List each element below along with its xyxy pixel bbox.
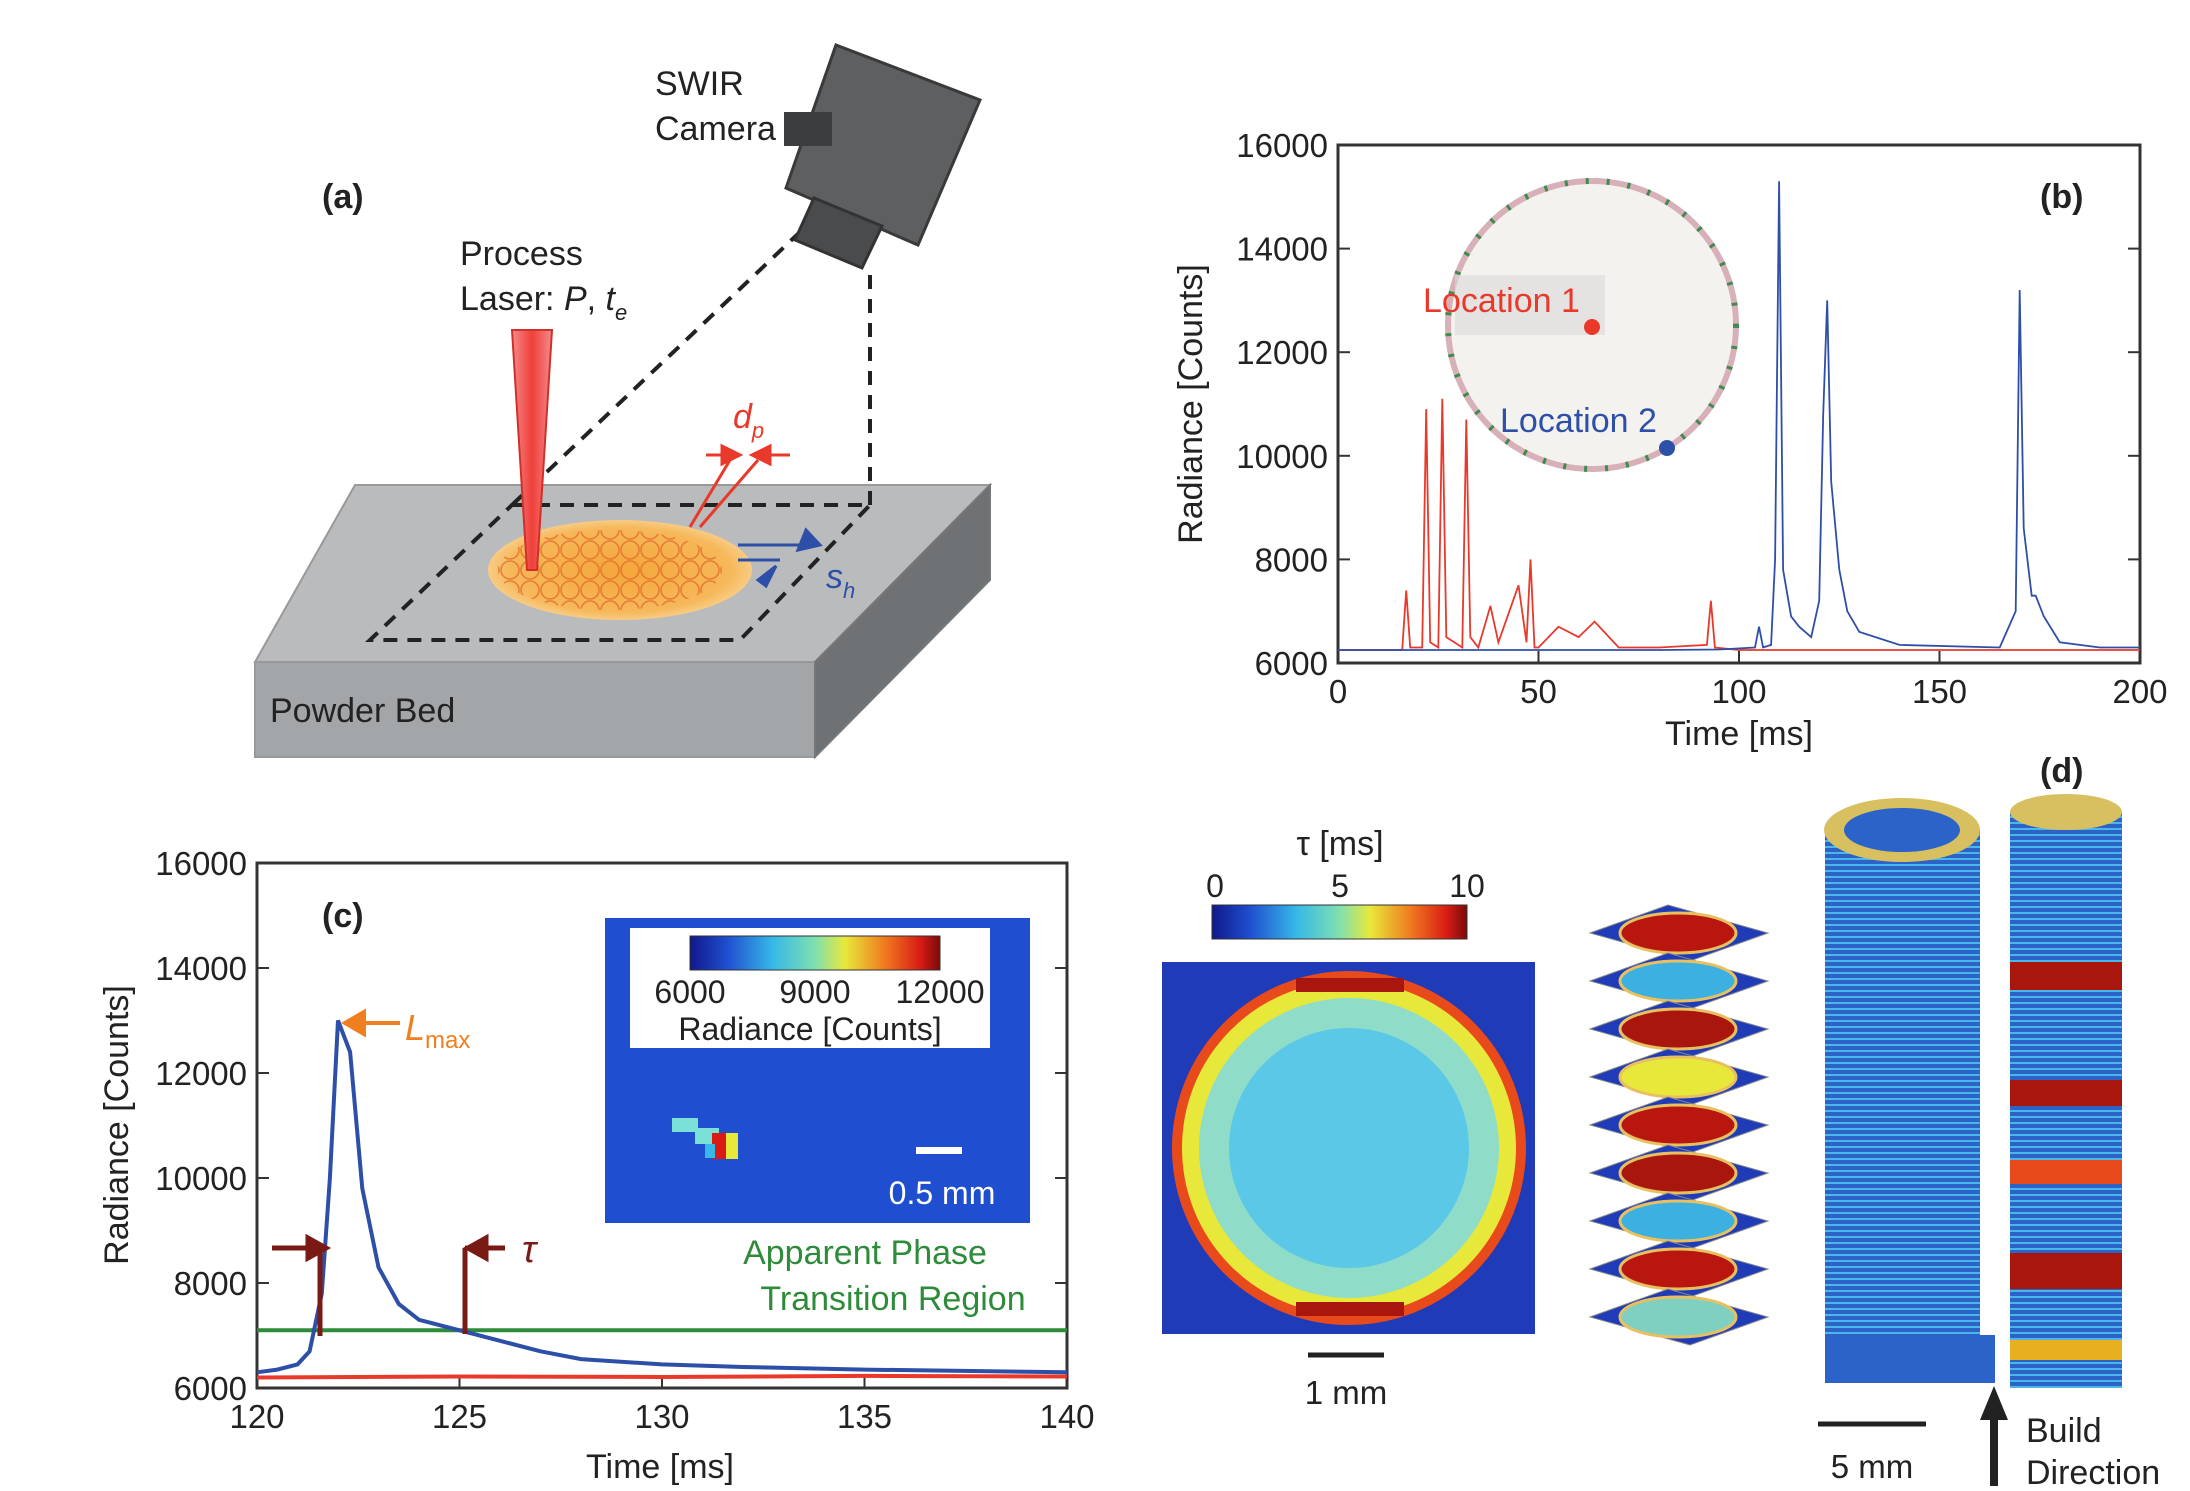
layer-slice-part: [1618, 959, 1738, 1003]
tau-colorbar-tick-1: 5: [1331, 868, 1349, 904]
camera-label-line1: SWIR: [655, 65, 744, 103]
scan-grid: [498, 530, 722, 610]
plot-b-ytick-label: 8000: [1255, 541, 1328, 578]
panel-d-label: (d): [2040, 752, 2083, 790]
plot-c-line-location-1: [256, 1373, 1068, 1380]
layer-slice-part: [1618, 1103, 1738, 1147]
plot-b-xtick-label: 150: [1912, 673, 1967, 710]
plot-b-ticks: 0 50 100 150 200 6000 8000 10000 12000 14000 16000: [1236, 127, 2167, 710]
swir-camera-icon: [784, 43, 982, 270]
plot-b-ytick-label: 12000: [1236, 334, 1328, 371]
plot-c-xtick-label: 125: [432, 1398, 487, 1435]
tau-colorbar: [1211, 904, 1468, 940]
tau-colorbar-label: τ [ms]: [1296, 825, 1383, 863]
layer-slice-part: [1618, 1247, 1738, 1291]
layer-slice-part: [1618, 1007, 1738, 1051]
plot-c-ytick-label: 12000: [155, 1055, 247, 1092]
tau-map: [1162, 962, 1535, 1334]
inset-colorbar-tick-0: 6000: [654, 974, 725, 1010]
build-direction-arrow: [1980, 1386, 2008, 1486]
cylinder-3d: [1824, 798, 1995, 1383]
tau-colorbar-tick-2: 10: [1449, 868, 1485, 904]
plot-b-ytick-label: 6000: [1255, 645, 1328, 682]
sh-label: sh: [826, 558, 855, 603]
plot-c-xtick-label: 140: [1039, 1398, 1094, 1435]
plot-b-frame: [1336, 143, 2142, 665]
plot-b-ytick-label: 14000: [1236, 231, 1328, 268]
plot-c-ytick-label: 14000: [155, 950, 247, 987]
plot-b-xtick-label: 100: [1711, 673, 1766, 710]
panel-b-label: (b): [2040, 178, 2083, 216]
plot-b-line-location-1: [1338, 398, 2140, 651]
location-2-marker: [1659, 440, 1675, 456]
layer-slice-part: [1618, 1151, 1738, 1195]
layer-spacing-annotation: [738, 527, 823, 589]
dp-label: dp: [733, 398, 764, 443]
plot-c-ytick-label: 16000: [155, 845, 247, 882]
panel-b-plot: 0 50 100 150 200 6000 8000 10000 12000 14000 16000…: [1172, 127, 2168, 753]
layer-stack: [1588, 904, 1770, 1346]
plot-b-ytick-label: 16000: [1236, 127, 1328, 164]
layer-slice-part: [1618, 1055, 1738, 1099]
plot-b-xtick-label: 50: [1520, 673, 1557, 710]
layer-slice-part: [1618, 911, 1738, 955]
plot-b-xlabel: Time [ms]: [1665, 715, 1813, 753]
build-direction-line2: Direction: [2026, 1454, 2160, 1491]
powder-bed-side: [814, 482, 991, 760]
plot-b-ylabel: Radiance [Counts]: [1172, 264, 1210, 544]
inset-colorbar-tick-2: 12000: [896, 974, 985, 1010]
panel-a-label: (a): [322, 178, 364, 216]
plot-c-ytick-label: 6000: [174, 1370, 247, 1407]
plot-c-ytick-label: 10000: [155, 1160, 247, 1197]
lmax-label: Lmax: [405, 1007, 470, 1054]
plot-c-ticks: 120 125 130 135 140 6000 8000 10000 12000 14000 16…: [155, 845, 1094, 1435]
plot-c-xtick-label: 130: [634, 1398, 689, 1435]
layer-slice-part: [1618, 1199, 1738, 1243]
inset-colorbar-label: Radiance [Counts]: [678, 1011, 941, 1047]
plot-b-line-location-2: [1338, 181, 2140, 651]
powder-bed-label: Powder Bed: [270, 692, 455, 730]
tau-brackets: [272, 1233, 505, 1336]
plot-c-xtick-label: 120: [229, 1398, 284, 1435]
location-1-marker: [1584, 319, 1600, 335]
panel-c-plot: 120 125 130 135 140 6000 8000 10000 12000 14000 16…: [98, 845, 1095, 1486]
plot-c-inset: [605, 918, 1030, 1223]
camera-ray-left: [510, 230, 802, 507]
inset-scale-label: 0.5 mm: [889, 1175, 996, 1211]
inset-colorbar-tick-1: 9000: [779, 974, 850, 1010]
scale-5mm-label: 5 mm: [1831, 1448, 1914, 1485]
build-direction-line1: Build: [2026, 1412, 2102, 1450]
plot-c-xtick-label: 135: [837, 1398, 892, 1435]
plot-c-ylabel: Radiance [Counts]: [98, 985, 136, 1265]
tau-colorbar-tick-0: 0: [1206, 868, 1224, 904]
location-2-label: Location 2: [1500, 402, 1657, 440]
panel-a-schematic: (a) Powder Bed SWIR Camera Process Laser…: [253, 43, 993, 760]
scale-1mm-label: 1 mm: [1305, 1374, 1388, 1411]
plot-c-line-location-2: [256, 1019, 1068, 1375]
camera-label-line2: Camera: [655, 110, 776, 148]
tau-label: τ: [522, 1229, 539, 1271]
laser-beam: [510, 329, 554, 571]
plot-b-ytick-label: 10000: [1236, 438, 1328, 475]
plot-c-ytick-label: 8000: [174, 1265, 247, 1302]
phase-label-line2: Transition Region: [760, 1280, 1025, 1318]
cylinder-section: [2010, 794, 2122, 1388]
hatch-spacing-annotation: [688, 443, 790, 528]
laser-label-line1: Process: [460, 235, 583, 273]
plot-b-xtick-label: 200: [2112, 673, 2167, 710]
location-1-label: Location 1: [1423, 282, 1580, 320]
laser-label-line2: Laser: P, te: [460, 280, 627, 325]
plot-b-xtick-label: 0: [1329, 673, 1347, 710]
phase-label-line1: Apparent Phase: [743, 1234, 987, 1272]
lmax-arrow: [341, 1008, 400, 1038]
panel-c-label: (c): [322, 897, 364, 935]
layer-slice-part: [1618, 1295, 1738, 1339]
plot-c-xlabel: Time [ms]: [586, 1448, 734, 1486]
panel-d: (d) τ [ms] 0 5 10 1 mm 5 mm: [1162, 752, 2160, 1491]
